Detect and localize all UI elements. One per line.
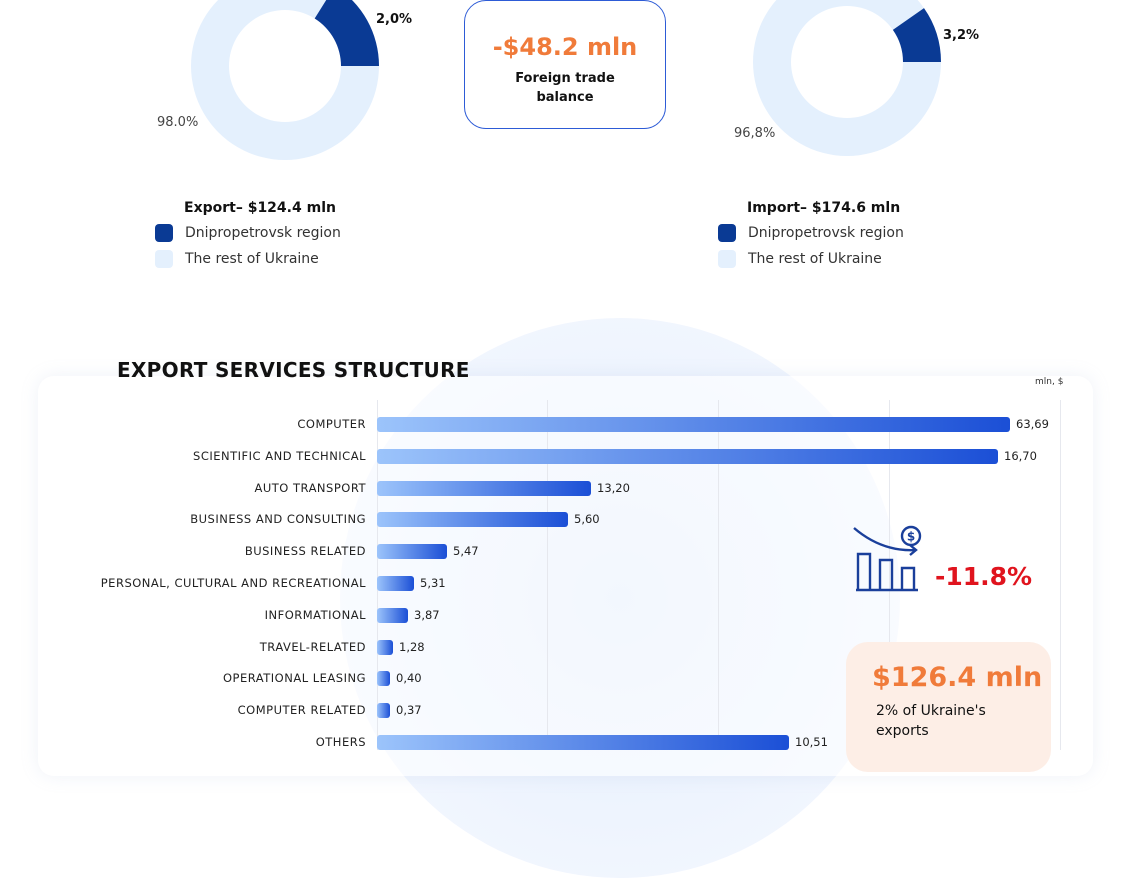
region-slice xyxy=(314,0,379,66)
gridline xyxy=(1060,400,1061,750)
chart-title: EXPORT SERVICES STRUCTURE xyxy=(117,358,470,382)
services-total-value: $126.4 mln xyxy=(872,662,1043,693)
legend-rest: The rest of Ukraine xyxy=(748,251,882,267)
export-donut xyxy=(191,0,379,160)
bar xyxy=(377,735,789,750)
gridline xyxy=(718,400,719,750)
gridline xyxy=(547,400,548,750)
legend-rest: The rest of Ukraine xyxy=(185,251,319,267)
balance-value: -$48.2 mln xyxy=(492,33,638,61)
category-label: INFORMATIONAL xyxy=(264,607,366,622)
declining-bar-chart-dollar-icon: $ xyxy=(853,525,922,592)
export-rest-pct: 98.0% xyxy=(157,115,199,130)
services-total-label: 2% of Ukraine's exports xyxy=(876,703,986,739)
export-legend: Export– $124.4 mln Dnipropetrovsk region… xyxy=(155,200,341,268)
category-label: TRAVEL-RELATED xyxy=(259,639,366,654)
bar xyxy=(377,417,1010,432)
category-label: COMPUTER xyxy=(297,417,366,431)
rest-swatch xyxy=(718,250,736,268)
svg-text:$: $ xyxy=(907,530,915,544)
bar xyxy=(377,480,591,496)
rest-slice xyxy=(191,0,379,160)
unit-label: mln, $ xyxy=(1035,377,1064,387)
data-label: 5,60 xyxy=(574,512,600,527)
export-region-pct: 2,0% xyxy=(376,12,413,27)
data-label: 5,31 xyxy=(420,576,446,590)
region-swatch xyxy=(718,224,736,242)
legend-region: Dnipropetrovsk region xyxy=(748,225,904,241)
category-label: OPERATIONAL LEASING xyxy=(223,671,366,686)
category-label: BUSINESS AND CONSULTING xyxy=(190,512,366,527)
data-label: 5,47 xyxy=(453,544,479,559)
category-label: AUTO TRANSPORT xyxy=(254,480,366,495)
change-value: -11.8% xyxy=(935,562,1033,591)
region-slice xyxy=(892,8,941,62)
data-label: 1,28 xyxy=(399,639,425,654)
services-total-box: $126.4 mln 2% of Ukraine's exports xyxy=(846,642,1051,772)
gridline xyxy=(889,400,890,750)
bar xyxy=(377,607,408,623)
category-label: SCIENTIFIC AND TECHNICAL xyxy=(193,448,366,463)
export-legend-title: Export– $124.4 mln xyxy=(184,200,336,216)
region-swatch xyxy=(155,224,173,242)
import-legend: Import– $174.6 mln Dnipropetrovsk region… xyxy=(718,200,904,268)
data-label: 13,20 xyxy=(597,480,630,495)
bar xyxy=(377,544,447,560)
bar xyxy=(377,703,390,719)
data-label: 0,40 xyxy=(396,671,422,686)
donut-charts xyxy=(191,0,941,160)
bar xyxy=(377,576,414,591)
category-label: PERSONAL, CULTURAL AND RECREATIONAL xyxy=(100,576,366,590)
data-label: 0,37 xyxy=(396,703,422,718)
import-rest-pct: 96,8% xyxy=(734,126,776,141)
rest-slice xyxy=(753,0,941,156)
rest-swatch xyxy=(155,250,173,268)
data-label: 16,70 xyxy=(1004,448,1037,463)
bar xyxy=(377,671,390,687)
import-legend-title: Import– $174.6 mln xyxy=(747,200,901,216)
category-label: COMPUTER RELATED xyxy=(237,703,366,718)
category-label: BUSINESS RELATED xyxy=(244,544,366,559)
bar xyxy=(377,512,568,528)
data-label: 10,51 xyxy=(795,735,828,749)
import-donut xyxy=(753,0,941,156)
bar xyxy=(377,639,393,655)
balance-label: Foreign trade balance xyxy=(515,71,615,105)
trade-balance-box: -$48.2 mln Foreign trade balance xyxy=(464,0,666,129)
gridline xyxy=(377,400,378,750)
data-label: 3,87 xyxy=(414,607,440,622)
import-region-pct: 3,2% xyxy=(943,28,980,43)
category-label: OTHERS xyxy=(315,735,366,749)
legend-region: Dnipropetrovsk region xyxy=(185,225,341,241)
data-label: 63,69 xyxy=(1016,417,1049,431)
bar xyxy=(377,448,998,464)
